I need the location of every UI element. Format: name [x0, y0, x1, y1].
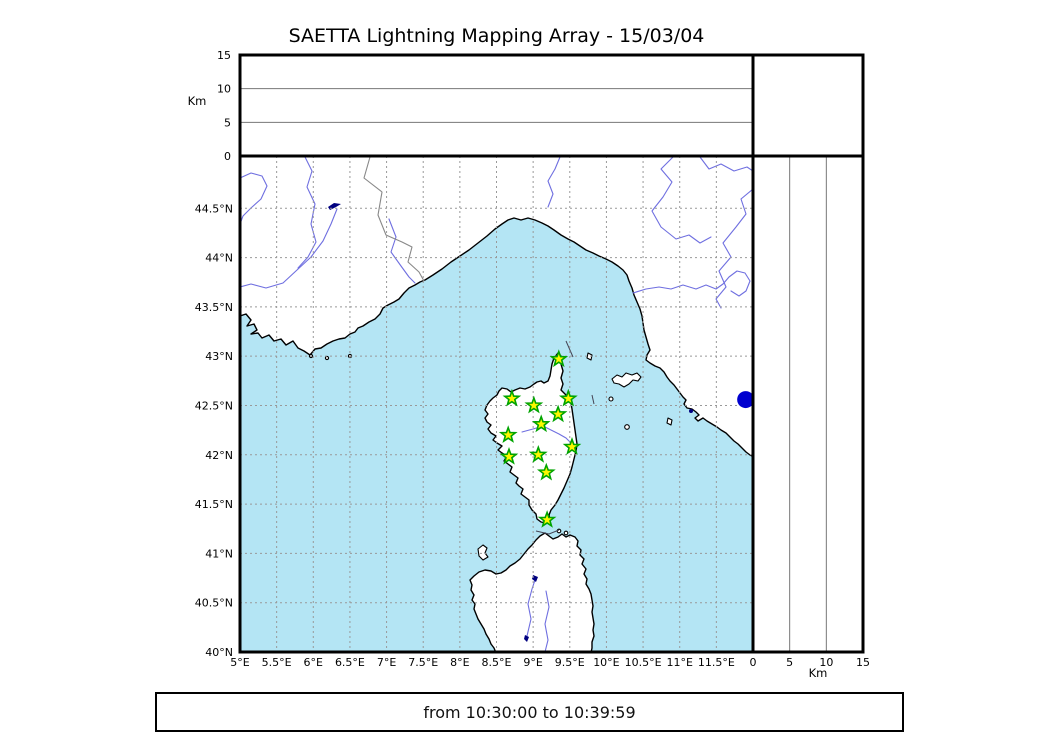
altitude-tick-label-bottom: 5 [786, 656, 793, 669]
border-france-italy [363, 156, 425, 282]
longitude-tick-label: 7.5°E [408, 656, 438, 669]
latitude-tick-label: 40.5°N [195, 597, 233, 610]
time-range-box: from 10:30:00 to 10:39:59 [155, 692, 904, 732]
river-po-tributary [651, 156, 712, 244]
altitude-vs-longitude-panel [240, 55, 753, 156]
coastline-mainland-france-italy [240, 156, 753, 458]
altitude-tick-label-left: 15 [217, 49, 231, 62]
longitude-tick-label: 6.5°E [335, 656, 365, 669]
event-markers-group [737, 391, 753, 409]
longitude-tick-label: 8°E [450, 656, 469, 669]
latitude-tick-label: 44.5°N [195, 202, 233, 215]
lma-station-marker [531, 414, 551, 433]
top-panel-gridlines [240, 88, 753, 123]
longitude-tick-label: 6°E [304, 656, 323, 669]
panel-borders [238, 53, 865, 654]
lma-station-marker [498, 425, 518, 443]
latitude-tick-label: 40°N [205, 646, 233, 659]
graticule [240, 156, 753, 652]
longitude-tick-label: 8.5°E [482, 656, 512, 669]
latitude-tick-label: 41.5°N [195, 498, 233, 511]
offshore-line-artifact-1 [565, 340, 574, 358]
latitude-tick-label: 43.5°N [195, 301, 233, 314]
lma-station-marker [549, 349, 569, 368]
latitude-tick-label: 42°N [205, 449, 233, 462]
longitude-tick-label: 11.5°E [698, 656, 735, 669]
right-panel-background [753, 156, 863, 652]
figure-title: SAETTA Lightning Mapping Array - 15/03/0… [288, 25, 705, 47]
longitude-tick-label: 10°E [593, 656, 619, 669]
island-elba [611, 372, 642, 388]
longitude-tick-label: 5.5°E [262, 656, 292, 669]
right-panel-border [751, 154, 865, 654]
altitude-tick-label-bottom: 10 [819, 656, 833, 669]
lma-station-marker [528, 444, 548, 463]
right-panel-gridlines [789, 156, 827, 652]
altitude-tick-label-bottom: 15 [856, 656, 870, 669]
longitude-tick-label: 9°E [523, 656, 542, 669]
longitude-tick-label: 9.5°E [555, 656, 585, 669]
altitude-vs-latitude-panel [753, 156, 863, 652]
km-axis-label-right: Km [809, 666, 828, 680]
lma-station-marker [502, 388, 522, 407]
lightning-source-marker [737, 391, 753, 409]
lma-station-marker [524, 395, 544, 414]
longitude-tick-label: 5°E [230, 656, 249, 669]
altitude-tick-label-left: 5 [224, 116, 231, 129]
river-tirso-sardinia [544, 590, 550, 652]
altitude-tick-label-left: 10 [217, 83, 231, 96]
km-axis-label-left: Km [188, 94, 207, 108]
latitude-tick-label: 42.5°N [195, 399, 233, 412]
stations-group [498, 349, 582, 528]
coastline-sardinia [469, 532, 595, 652]
corner-panel-background [753, 55, 863, 156]
river-durance-upper [297, 156, 317, 269]
lma-station-marker [562, 437, 582, 455]
river-var [388, 218, 416, 284]
axis-tick-labels: 5°E 5.5°E 6°E 6.5°E 7°E 7.5°E 8°E 8.5°E 9°E 9.5°E… [195, 49, 870, 669]
island-montecristo [624, 424, 630, 430]
longitude-tick-label: 7°E [377, 656, 396, 669]
lma-station-marker [499, 447, 519, 465]
river-right-edge [715, 188, 753, 309]
lma-station-marker [536, 462, 556, 481]
bonifacio-strait-line [535, 529, 560, 535]
top-panel-background [240, 55, 753, 156]
island-asinara [477, 544, 489, 561]
altitude-tick-label-bottom: 0 [750, 656, 757, 669]
lma-station-marker [558, 388, 578, 407]
river-golo-corsica [521, 425, 573, 445]
offshore-line-artifact-2 [591, 394, 595, 405]
river-rhone-delta [240, 172, 268, 225]
river-scrivia [547, 156, 561, 208]
altitude-tick-label-left: 0 [224, 150, 231, 163]
lake-sardinia-south [524, 635, 529, 642]
longitude-tick-label: 11°E [666, 656, 692, 669]
island-maddalena [563, 530, 569, 536]
river-arno [632, 270, 751, 297]
river-northeast-corner [699, 156, 753, 172]
river-coghinas-sardinia [526, 576, 537, 637]
latitude-tick-label: 44°N [205, 252, 233, 265]
lma-station-marker [548, 404, 568, 423]
river-durance [240, 208, 338, 289]
time-range-label: from 10:30:00 to 10:39:59 [423, 702, 636, 722]
latitude-tick-label: 41°N [205, 547, 233, 560]
map-content [240, 156, 753, 652]
latitude-tick-label: 43°N [205, 350, 233, 363]
lma-station-marker [537, 510, 557, 528]
island-capraia [586, 352, 593, 361]
map-panel [240, 156, 753, 652]
island-hyeres-2 [324, 355, 330, 361]
island-giglio [666, 417, 673, 426]
longitude-tick-label: 10.5°E [625, 656, 662, 669]
lagoon-orbetello [689, 409, 693, 413]
corner-panel [753, 55, 863, 156]
island-pianosa [608, 396, 614, 402]
